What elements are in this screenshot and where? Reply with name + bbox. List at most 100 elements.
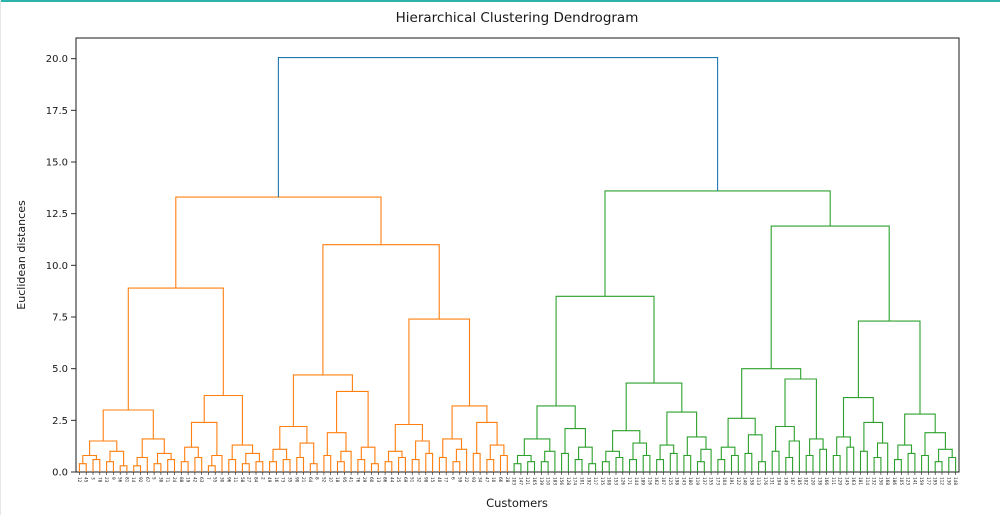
dendrogram-link (452, 461, 461, 472)
leaf-label: 171 (627, 477, 632, 485)
leaf-label: 137 (702, 477, 707, 485)
dendrogram-link (832, 454, 841, 472)
dendrogram-link (282, 459, 291, 472)
leaf-label: 119 (695, 477, 700, 485)
dendrogram-link (357, 459, 366, 472)
dendrogram-link (686, 436, 707, 456)
dendrogram-link (296, 456, 305, 472)
leaf-label: 18 (335, 477, 340, 483)
dendrogram-link (819, 448, 828, 472)
leaf-label: 192 (586, 477, 591, 485)
dendrogram-link (109, 450, 125, 466)
leaf-label: 64 (308, 477, 313, 483)
dendrogram-link (153, 463, 162, 472)
dendrogram-link (415, 440, 430, 460)
leaf-label: 23 (104, 477, 109, 483)
dendrogram-link (167, 459, 176, 472)
chart-title: Hierarchical Clustering Dendrogram (396, 10, 639, 26)
leaf-label: 105 (899, 477, 904, 485)
leaf-label: 44 (389, 477, 394, 483)
leaf-label: 114 (865, 477, 870, 485)
dendrogram-link (92, 459, 101, 472)
dendrogram-link (578, 446, 593, 464)
dendrogram-link (322, 244, 440, 375)
leaf-label: 96 (226, 477, 231, 483)
leaf-label: 107 (661, 477, 666, 485)
leaf-label: 34 (478, 477, 483, 483)
leaf-label: 11 (233, 477, 238, 483)
leaf-label: 3 (91, 477, 96, 480)
x-axis-leaf-labels: 12 45 3 78 23 9 56 81 14 92 67 5 38 71 24 88 19 42 63 7 55 30… (77, 472, 958, 485)
dendrogram-link (632, 442, 648, 460)
dendrogram-link (604, 190, 831, 297)
leaf-label: 113 (756, 477, 761, 485)
leaf-label: 129 (838, 477, 843, 485)
dendrogram-link (279, 425, 308, 450)
dendrogram-link (408, 318, 471, 425)
dendrogram-link (360, 446, 376, 464)
dendrogram-link (269, 461, 277, 472)
leaf-label: 180 (688, 477, 693, 485)
leaf-label: 166 (824, 477, 829, 485)
leaf-label: 13 (376, 477, 381, 483)
leaf-label: 185 (797, 477, 802, 485)
dendrogram-link (442, 438, 463, 458)
dendrogram-link (948, 456, 957, 472)
dendrogram-link (455, 448, 468, 472)
leaf-label: 104 (722, 477, 727, 485)
leaf-label: 78 (97, 477, 102, 483)
y-tick-label: 5.0 (52, 364, 68, 375)
dendrogram-link (133, 465, 142, 472)
leaf-label: 139 (539, 477, 544, 485)
leaf-label: 156 (559, 477, 564, 485)
dendrogram-link (102, 409, 154, 441)
leaf-label: 6 (451, 477, 456, 480)
dendrogram-link (119, 465, 128, 472)
dendrogram-link (683, 454, 692, 472)
dendrogram-link (438, 456, 447, 472)
leaf-label: 15 (430, 477, 435, 483)
leaf-label: 19 (186, 477, 191, 483)
dendrogram-root-link (277, 57, 719, 198)
dendrogram-link (601, 461, 610, 472)
leaf-label: 126 (620, 477, 625, 485)
dendrogram-link (747, 434, 763, 462)
leaf-label: 22 (464, 477, 469, 483)
dendrogram-link (809, 438, 824, 456)
leaf-label: 125 (668, 477, 673, 485)
leaf-label: 51 (410, 477, 415, 483)
dendrogram-link (924, 432, 946, 456)
leaf-label: 132 (872, 477, 877, 485)
leaf-label: 7 (206, 477, 211, 480)
leaf-label: 73 (281, 477, 286, 483)
dendrogram-link (175, 196, 382, 289)
leaf-label: 69 (403, 477, 408, 483)
leaf-label: 24 (172, 477, 177, 483)
dendrogram-link (615, 456, 624, 472)
leaf-label: 12 (77, 477, 82, 483)
dendrogram-link (156, 452, 172, 464)
dendrogram-link (771, 450, 780, 472)
dendrogram-link (770, 225, 890, 369)
dendrogram-link (564, 428, 586, 454)
leaf-label: 103 (512, 477, 517, 485)
dendrogram-link (666, 411, 698, 446)
leaf-label: 41 (349, 477, 354, 483)
leaf-label: 92 (138, 477, 143, 483)
dendrogram-link (241, 463, 250, 472)
dendrogram-link (741, 368, 802, 419)
dendrogram-link (499, 454, 508, 472)
dendrogram-link (857, 320, 921, 415)
leaf-label: 59 (457, 477, 462, 483)
dendrogram-link (211, 454, 223, 472)
leaf-label: 186 (892, 477, 897, 485)
y-tick-label: 12.5 (46, 209, 68, 220)
dendrogram-link (897, 444, 913, 460)
dendrogram-link (720, 446, 736, 460)
y-tick-label: 7.5 (52, 313, 68, 324)
dendrogram-link (574, 459, 583, 472)
leaf-label: 14 (131, 477, 136, 483)
leaf-label: 8 (315, 477, 320, 480)
leaf-label: 47 (484, 477, 489, 483)
